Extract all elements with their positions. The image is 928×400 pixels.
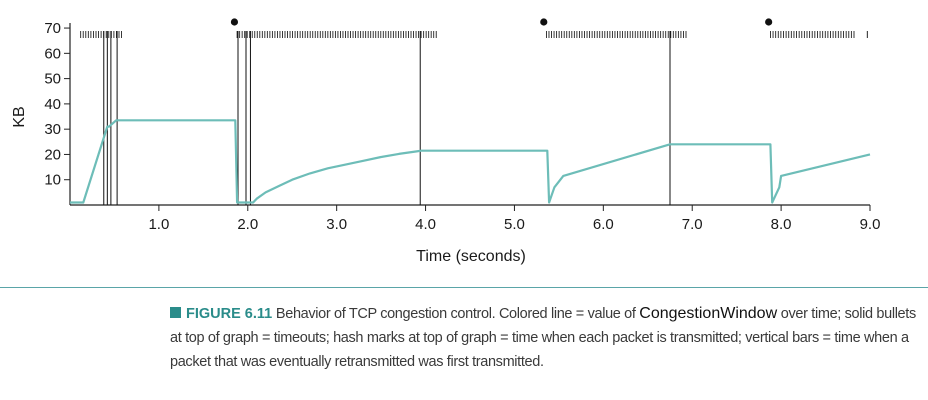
figure-caption: FIGURE 6.11 Behavior of TCP congestion c… bbox=[170, 302, 918, 374]
y-tick-label: 70 bbox=[44, 20, 61, 37]
x-tick-label: 3.0 bbox=[326, 216, 347, 233]
x-tick-label: 2.0 bbox=[237, 216, 258, 233]
caption-square-marker bbox=[170, 307, 181, 318]
x-tick-label: 8.0 bbox=[771, 216, 792, 233]
y-tick-label: 10 bbox=[44, 172, 61, 189]
timeout-bullet bbox=[540, 18, 548, 26]
timeout-bullet bbox=[765, 18, 773, 26]
y-tick-label: 40 bbox=[44, 96, 61, 113]
x-tick-label: 7.0 bbox=[682, 216, 703, 233]
x-tick-label: 5.0 bbox=[504, 216, 525, 233]
transmission-hash-marks bbox=[80, 31, 868, 38]
y-tick-label: 30 bbox=[44, 121, 61, 138]
x-tick-label: 6.0 bbox=[593, 216, 614, 233]
y-tick-label: 50 bbox=[44, 71, 61, 88]
axis-ticks: 10 20 30 40 50 60 70 1.0 2.0 3.0 4.0 5.0 6.0 7.0 8.0 9.… bbox=[44, 20, 880, 233]
timeout-bullet bbox=[230, 18, 239, 26]
figure-label: FIGURE 6.11 bbox=[186, 306, 273, 322]
timeout-bullets bbox=[230, 18, 773, 26]
y-axis-label: KB bbox=[11, 106, 28, 127]
congestion-window-series bbox=[70, 119, 871, 204]
x-tick-label: 9.0 bbox=[860, 216, 881, 233]
axes-frame bbox=[69, 23, 870, 206]
congestion-window-line bbox=[70, 119, 871, 204]
y-tick-label: 20 bbox=[44, 146, 61, 163]
caption-code-term: CongestionWindow bbox=[639, 305, 778, 322]
caption-text-1: Behavior of TCP congestion control. Colo… bbox=[272, 306, 640, 322]
caption-divider bbox=[0, 287, 928, 288]
x-tick-label: 1.0 bbox=[148, 216, 169, 233]
caption-text-2: over time; solid bullets at top of graph… bbox=[170, 306, 916, 370]
y-tick-label: 60 bbox=[44, 45, 61, 62]
x-tick-label: 4.0 bbox=[415, 216, 436, 233]
retransmit-bars bbox=[103, 31, 671, 205]
x-axis-label: Time (seconds) bbox=[416, 248, 526, 265]
tcp-congestion-chart: 10 20 30 40 50 60 70 1.0 2.0 3.0 4.0 5.0 6.0 7.0 8.0 9.… bbox=[11, 18, 880, 265]
